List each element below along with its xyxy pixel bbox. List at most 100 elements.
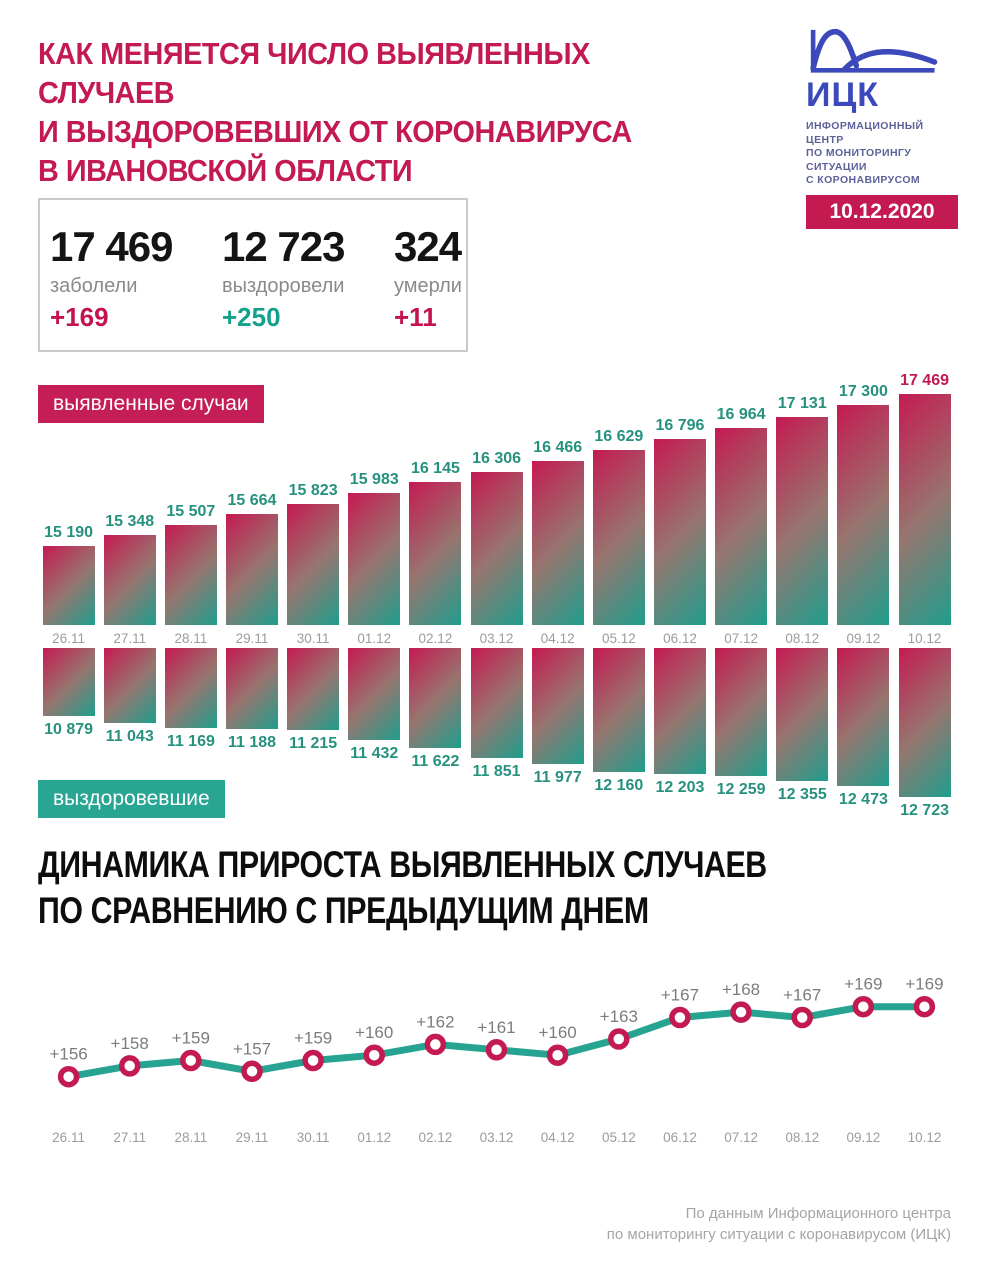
date-label: 28.11 (174, 1130, 208, 1145)
date-label: 04.12 (540, 631, 575, 646)
data-point-label: +160 (538, 1023, 576, 1042)
data-point-label: +168 (722, 980, 760, 999)
cases-bar (715, 427, 768, 625)
bar-value-label: 15 190 (44, 523, 94, 541)
recovered-bar-column: 11 851 (466, 648, 527, 781)
recovered-bar (225, 648, 278, 730)
bar-value-label: 15 823 (288, 481, 338, 499)
stat-delta: +250 (222, 302, 281, 332)
stat-deceased: 324 умерли +11 (394, 224, 462, 350)
line-chart-title: ДИНАМИКА ПРИРОСТА ВЫЯВЛЕННЫХ СЛУЧАЕВ ПО … (38, 844, 767, 931)
recovered-bar (898, 648, 951, 797)
date-label: 29.11 (235, 1130, 269, 1145)
recovered-bar (42, 648, 95, 716)
cases-bar-column: 17 300 (833, 383, 894, 625)
data-point-marker (546, 1044, 569, 1066)
date-label: 29.11 (235, 631, 269, 646)
page-title: КАК МЕНЯЕТСЯ ЧИСЛО ВЫЯВЛЕННЫХ СЛУЧАЕВ И … (38, 34, 708, 190)
bar-value-label: 16 629 (594, 428, 644, 445)
recovered-bar-column: 11 043 (99, 648, 160, 746)
bar-value-label: 11 851 (472, 763, 521, 781)
date-label: 01.12 (357, 1130, 392, 1145)
bar-value-label: 12 723 (900, 801, 949, 819)
data-point-label: +169 (844, 975, 882, 994)
data-point-label: +163 (600, 1007, 638, 1026)
data-point-marker (669, 1006, 691, 1029)
stat-delta: +11 (394, 302, 437, 332)
bar-value-label: 16 796 (655, 416, 705, 434)
date-label: 09.12 (846, 631, 881, 646)
bar-value-label: 11 188 (227, 734, 277, 752)
bar-value-label: 15 348 (105, 513, 155, 531)
data-point-marker (363, 1044, 385, 1066)
recovered-bar-column: 10 879 (38, 648, 99, 739)
cases-bar (287, 503, 340, 625)
recovered-bar-column: 11 977 (527, 648, 588, 787)
recovered-bar (164, 648, 217, 729)
recovered-bar (837, 648, 890, 786)
date-label: 07.12 (724, 1130, 759, 1145)
date-label: 06.12 (663, 1130, 697, 1145)
epidemic-curve-icon (810, 28, 938, 73)
recovered-bar (776, 648, 829, 781)
date-label: 27.11 (113, 631, 147, 646)
cases-bar (409, 482, 462, 625)
cases-bar (653, 438, 706, 625)
stat-recovered: 12 723 выздоровели +250 (222, 224, 394, 350)
bar-value-label: 11 432 (350, 744, 399, 762)
recovered-bar-column: 11 622 (405, 648, 466, 771)
cases-bar-column: 15 823 (283, 482, 344, 625)
source-note: По данным Информационного центра по мони… (606, 1205, 951, 1243)
bar-value-label: 16 466 (533, 438, 583, 456)
data-point-label: +162 (416, 1012, 454, 1031)
stat-label: умерли (394, 275, 462, 297)
data-point-marker (180, 1049, 202, 1072)
recovered-bar (470, 648, 523, 759)
data-point-label: +158 (111, 1034, 149, 1053)
date-label: 27.11 (113, 1130, 147, 1145)
page-title-line: КАК МЕНЯЕТСЯ ЧИСЛО ВЫЯВЛЕННЫХ СЛУЧАЕВ (38, 36, 590, 110)
page-title-line: И ВЫЗДОРОВЕВШИХ ОТ КОРОНАВИРУСА (38, 114, 632, 149)
date-label: 02.12 (418, 631, 453, 646)
date-label: 26.11 (52, 1130, 85, 1145)
data-point-label: +161 (477, 1018, 515, 1037)
data-point-marker (730, 1001, 752, 1023)
recovered-bar-column: 11 432 (344, 648, 405, 763)
data-point-marker (852, 995, 875, 1018)
logo-subtitle: ИНФОРМАЦИОННЫЙ ЦЕНТР ПО МОНИТОРИНГУ СИТУ… (806, 120, 924, 186)
cases-bar-column: 16 145 (405, 460, 466, 625)
recovered-bar (715, 648, 768, 777)
cases-bar (164, 524, 217, 625)
date-label: 08.12 (785, 1130, 820, 1145)
recovered-bar-column: 12 473 (833, 648, 894, 809)
date-label: 01.12 (357, 631, 392, 646)
bar-value-label: 17 300 (838, 383, 888, 401)
recovered-bar-column: 11 188 (221, 648, 282, 752)
date-label: 04.12 (540, 1130, 575, 1145)
cases-bar-chart: 15 190 15 348 15 507 15 664 15 823 15 983 16 1… (38, 370, 955, 625)
date-label: 05.12 (601, 631, 636, 646)
cases-bar (531, 460, 584, 625)
stat-label: выздоровели (222, 275, 345, 297)
stat-value: 17 469 (50, 223, 173, 270)
stat-label: заболели (50, 275, 138, 297)
date-label: 02.12 (418, 1130, 453, 1145)
recovered-bar (348, 648, 401, 740)
date-label: 06.12 (663, 631, 697, 646)
recovered-bar-chart: 10 879 11 043 11 169 11 188 11 215 11 432 11 6… (38, 648, 955, 844)
cases-bar (103, 535, 156, 625)
data-point-label: +159 (294, 1029, 332, 1048)
data-point-marker (791, 1006, 813, 1029)
logo-abbr: ИЦК (806, 76, 880, 114)
data-point-label: +159 (172, 1029, 210, 1048)
date-badge: 10.12.2020 (806, 194, 958, 229)
data-point-marker (241, 1060, 263, 1083)
recovered-bar (103, 648, 156, 723)
recovered-bar-column: 12 259 (711, 648, 772, 799)
data-point-marker (302, 1049, 324, 1072)
stat-value: 12 723 (222, 223, 345, 270)
date-label: 03.12 (479, 631, 514, 646)
bar-value-label: 16 145 (410, 460, 460, 478)
date-label: 10.12 (907, 631, 942, 646)
recovered-bar-column: 12 160 (588, 648, 649, 795)
